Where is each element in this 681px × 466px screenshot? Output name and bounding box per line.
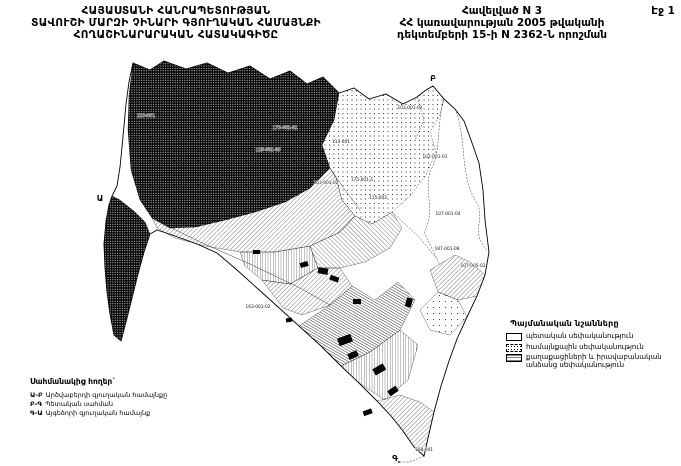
map-parcel-band <box>151 167 356 253</box>
title-line-3: ՀՈՂԱՇԻՆԱՐԱՐԱԿԱՆ ՀԱՏԱԿԱԳԻԾԸ <box>73 29 279 41</box>
parcel-number-label: 123-001-03 <box>256 147 281 153</box>
title-line-1: ՀԱՅԱՍՏԱՆԻ ՀԱՆՐԱՊԵՏՈՒԹՅԱՆ <box>81 5 271 17</box>
legend-title: Պայմանական նշանները <box>510 319 619 328</box>
title-line-2: ՏԱՎՈՒՇԻ ՄԱՐԶԻ ՉԻՆԱՐԻ ԳՅՈՒՂԱԿԱՆ ՀԱՄԱՅՆՔԻ <box>31 17 321 29</box>
parcel-number-label: 107-005-02 <box>461 263 486 269</box>
adjacent-land-item: Բ-Գ Պետական սահման <box>30 400 240 409</box>
parcel-number-label: 102-001-01 <box>423 154 448 160</box>
parcel-number-label: 108-001 <box>415 447 433 453</box>
parcel-labels: 218-001 173-001-01 123-001-03 113-001 103-00… <box>137 105 486 454</box>
adjacent-lands: Սահմանակից հողեր` Ա-Բ Արծվաբերդի գյուղակա… <box>30 377 240 418</box>
map-parcel <box>419 291 468 336</box>
private-rect-icon <box>506 354 522 362</box>
adjacent-land-item: Գ-Ա Այգեձորի գյուղական համայնք <box>30 409 240 418</box>
state-rect-icon <box>506 333 522 341</box>
appendix-line-3: դեկտեմբերի 15-ի N 2362-Ն որոշման <box>396 29 608 41</box>
map-parcel <box>376 394 435 457</box>
legend-item-label: համայնքային սեփականություն <box>526 342 644 351</box>
adjacent-land-label: Պետական սահման <box>45 400 113 408</box>
legend-item: համայնքային սեփականություն <box>506 343 674 352</box>
parcel-number-label: 102-001-02 <box>398 105 423 111</box>
appendix-line-1: Հավելված N 3 <box>461 5 543 17</box>
parcel-number-label: 115-002 <box>369 195 387 201</box>
legend-item: պետական սեփականություն <box>506 332 674 341</box>
appendix-line-2: ՀՀ կառավարության 2005 թվականի <box>399 17 605 29</box>
legend-item-label: քաղաքացիների և իրավաբանական անձանց սեփակ… <box>526 353 662 369</box>
parcel-number-label: 187-001-08 <box>435 246 460 252</box>
parcel-number-label: 103-001-02 <box>314 180 339 186</box>
document-title: ՀԱՅԱՍՏԱՆԻ ՀԱՆՐԱՊԵՏՈՒԹՅԱՆ ՏԱՎՈՒՇԻ ՄԱՐԶԻ Չ… <box>8 5 344 41</box>
village-blocks <box>253 250 413 417</box>
adjacent-land-label: Այգեձորի գյուղական համայնք <box>45 409 151 417</box>
map-dense-strip-west <box>103 195 151 342</box>
parcel-number-label: 113-001 <box>332 139 350 145</box>
map-dotted-area <box>321 85 445 225</box>
legend-item: քաղաքացիների և իրավաբանական անձանց սեփակ… <box>506 353 674 369</box>
page-number: Էջ 1 <box>651 5 675 17</box>
map-parcel <box>340 329 419 401</box>
parcel-number-label: 107-001-04 <box>436 211 461 217</box>
map-roads <box>151 96 490 463</box>
appendix-reference: Հավելված N 3 ՀՀ կառավարության 2005 թվակա… <box>372 5 632 41</box>
legend-items: պետական սեփականություն համայնքային սեփակա… <box>506 332 674 369</box>
adjacent-lands-title: Սահմանակից հողեր` <box>30 377 116 386</box>
parcel-number-label: 175-001-5 <box>351 177 374 183</box>
adjacent-land-item: Ա-Բ Արծվաբերդի գյուղական համայնքը <box>30 391 240 400</box>
adjacent-land-label: Արծվաբերդի գյուղական համայնքը <box>45 391 168 399</box>
boundary-point-letter: Ա <box>97 194 104 203</box>
boundary-end-point <box>398 461 400 463</box>
parcel-number-label: 163-001-02 <box>246 304 271 310</box>
adjacent-land-code: Բ-Գ <box>30 400 43 408</box>
legend: Պայմանական նշանները պետական սեփականությո… <box>506 319 674 371</box>
boundary-point-letter: Բ <box>430 74 436 83</box>
legend-item-label: պետական սեփականություն <box>526 332 634 340</box>
boundary-letters: Ա Բ Գ <box>96 74 436 464</box>
boundary-point-letter: Գ <box>392 454 398 463</box>
adjacent-lands-items: Ա-Բ Արծվաբերդի գյուղական համայնքը Բ-Գ Պետակ… <box>30 391 240 418</box>
community-rect-icon <box>506 343 522 352</box>
map-parcel <box>298 281 416 367</box>
adjacent-land-code: Ա-Բ <box>30 391 43 399</box>
parcel-number-label: 218-001 <box>137 113 155 119</box>
adjacent-land-code: Գ-Ա <box>30 409 43 417</box>
parcel-number-label: 173-001-01 <box>273 125 298 131</box>
